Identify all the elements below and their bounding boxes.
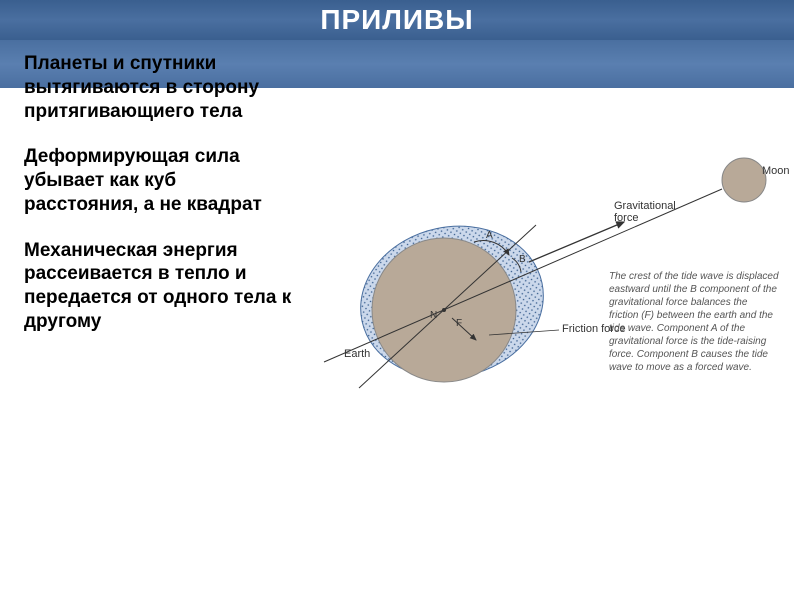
grav-force-label: Gravitational force xyxy=(614,200,676,224)
moon-circle xyxy=(722,158,766,202)
label-b: B xyxy=(519,254,526,265)
diagram-caption: The crest of the tide wave is displaced … xyxy=(609,270,779,374)
earth-label: Earth xyxy=(344,348,370,360)
label-n: N xyxy=(430,310,437,321)
label-f: F xyxy=(456,318,462,329)
slide-title: ПРИЛИВЫ xyxy=(0,4,794,36)
earth-center-dot xyxy=(442,308,446,312)
paragraph-2: Деформирующая сила убывает как куб расст… xyxy=(24,145,294,216)
label-a: A xyxy=(486,230,493,241)
grav-force-arrow xyxy=(529,222,624,262)
moon-label: Moon xyxy=(762,165,790,177)
paragraph-3: Механическая энергия рассеивается в тепл… xyxy=(24,239,294,334)
title-band: ПРИЛИВЫ xyxy=(0,0,794,40)
paragraph-1: Планеты и спутники вытягиваются в сторон… xyxy=(24,52,294,123)
text-content: Планеты и спутники вытягиваются в сторон… xyxy=(24,52,294,356)
tides-diagram: Moon Gravitational force Friction force … xyxy=(314,130,784,470)
